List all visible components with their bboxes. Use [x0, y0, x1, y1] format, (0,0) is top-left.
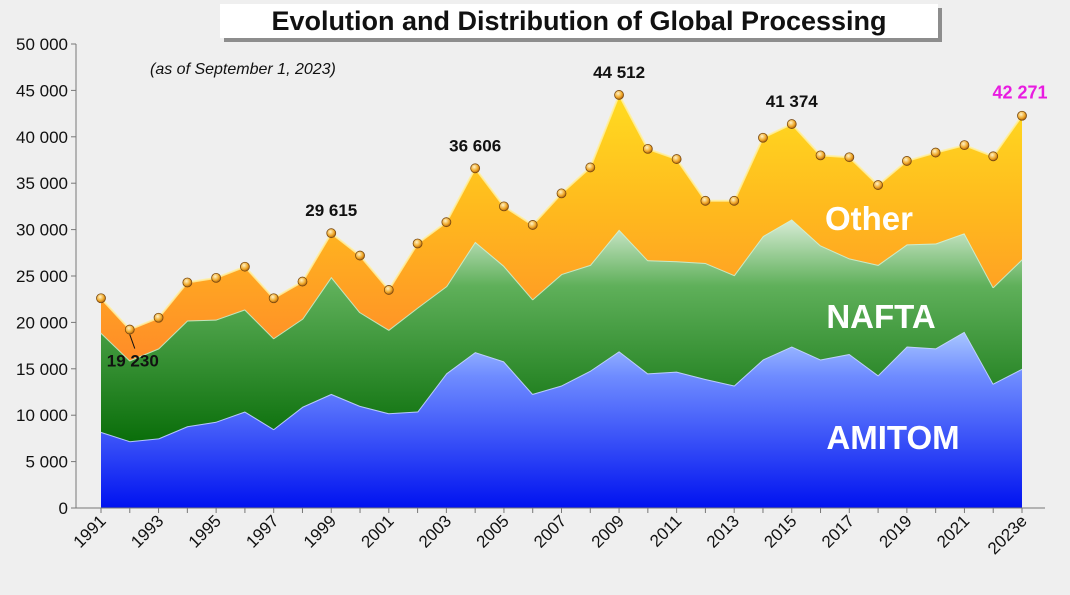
total-marker: [959, 140, 970, 151]
total-marker: [585, 162, 596, 173]
y-tick-label: 0: [59, 499, 68, 518]
series-label-other: Other: [825, 200, 913, 237]
total-marker: [383, 285, 394, 295]
x-tick-label: 1993: [127, 511, 167, 551]
y-tick-label: 40 000: [16, 128, 68, 147]
total-marker: [211, 272, 222, 283]
series-label-nafta: NAFTA: [826, 298, 935, 335]
x-tick-label: 2023e: [984, 511, 1031, 558]
total-marker: [153, 312, 164, 323]
x-tick-label: 2007: [530, 511, 570, 551]
data-label-2009: 44 512: [593, 63, 645, 82]
x-tick-label: 2015: [760, 511, 800, 551]
total-marker: [844, 152, 855, 163]
total-marker: [901, 156, 912, 166]
series-area-nafta: [101, 219, 1022, 442]
data-label-1999: 29 615: [305, 201, 357, 220]
total-marker: [873, 180, 883, 190]
total-marker: [182, 277, 193, 288]
total-marker: [671, 154, 682, 164]
data-label-2015: 41 374: [766, 92, 819, 111]
x-tick-label: 2021: [933, 511, 973, 551]
total-marker: [96, 293, 106, 304]
total-marker: [700, 195, 711, 206]
x-tick-label: 2001: [357, 511, 397, 551]
data-label-1992: 19 230: [107, 352, 159, 371]
total-marker: [642, 143, 653, 154]
x-tick-label: 2017: [818, 511, 858, 551]
data-label-2004: 36 606: [449, 136, 501, 155]
total-marker: [297, 276, 308, 287]
x-tick-label: 1995: [185, 511, 225, 551]
total-marker: [124, 324, 135, 335]
x-tick-label: 1997: [242, 511, 282, 551]
series-area-amitom: [101, 331, 1022, 508]
y-tick-label: 20 000: [16, 313, 68, 332]
chart-title-box: Evolution and Distribution of Global Pro…: [220, 4, 938, 38]
x-tick-label: 2003: [415, 511, 455, 551]
x-tick-label: 1991: [70, 511, 110, 551]
y-tick-label: 35 000: [16, 174, 68, 193]
total-marker: [815, 150, 826, 161]
x-tick-label: 2011: [646, 511, 685, 550]
total-marker: [1017, 110, 1027, 121]
total-marker: [355, 250, 365, 261]
total-marker: [758, 132, 768, 143]
y-tick-label: 30 000: [16, 221, 68, 240]
total-marker: [499, 201, 509, 212]
y-tick-label: 50 000: [16, 35, 68, 54]
y-tick-label: 10 000: [16, 406, 68, 425]
chart-subtitle: (as of September 1, 2023): [150, 61, 336, 78]
x-tick-label: 2005: [473, 511, 513, 551]
data-label-2023e: 42 271: [992, 83, 1047, 103]
total-marker: [786, 119, 797, 129]
y-tick-label: 45 000: [16, 81, 68, 100]
series-area-other: [101, 94, 1022, 361]
total-marker: [326, 228, 337, 239]
total-marker: [412, 238, 423, 249]
x-tick-label: 2019: [876, 511, 916, 551]
total-marker: [930, 147, 941, 158]
chart-title: Evolution and Distribution of Global Pro…: [271, 5, 887, 36]
data-label-leader: [129, 334, 136, 349]
total-marker: [240, 261, 250, 272]
total-marker: [527, 220, 538, 230]
total-marker: [268, 293, 279, 304]
y-tick-label: 25 000: [16, 267, 68, 286]
y-tick-label: 5 000: [25, 453, 68, 472]
total-marker: [470, 163, 481, 174]
x-tick-label: 1999: [300, 511, 340, 551]
total-marker: [556, 188, 567, 199]
total-marker: [441, 217, 452, 228]
series-label-amitom: AMITOM: [826, 419, 959, 456]
x-tick-label: 2009: [588, 511, 628, 551]
x-tick-label: 2013: [703, 511, 743, 551]
total-marker: [988, 151, 999, 162]
total-marker: [729, 195, 740, 206]
y-tick-label: 15 000: [16, 360, 68, 379]
total-marker: [614, 90, 624, 100]
